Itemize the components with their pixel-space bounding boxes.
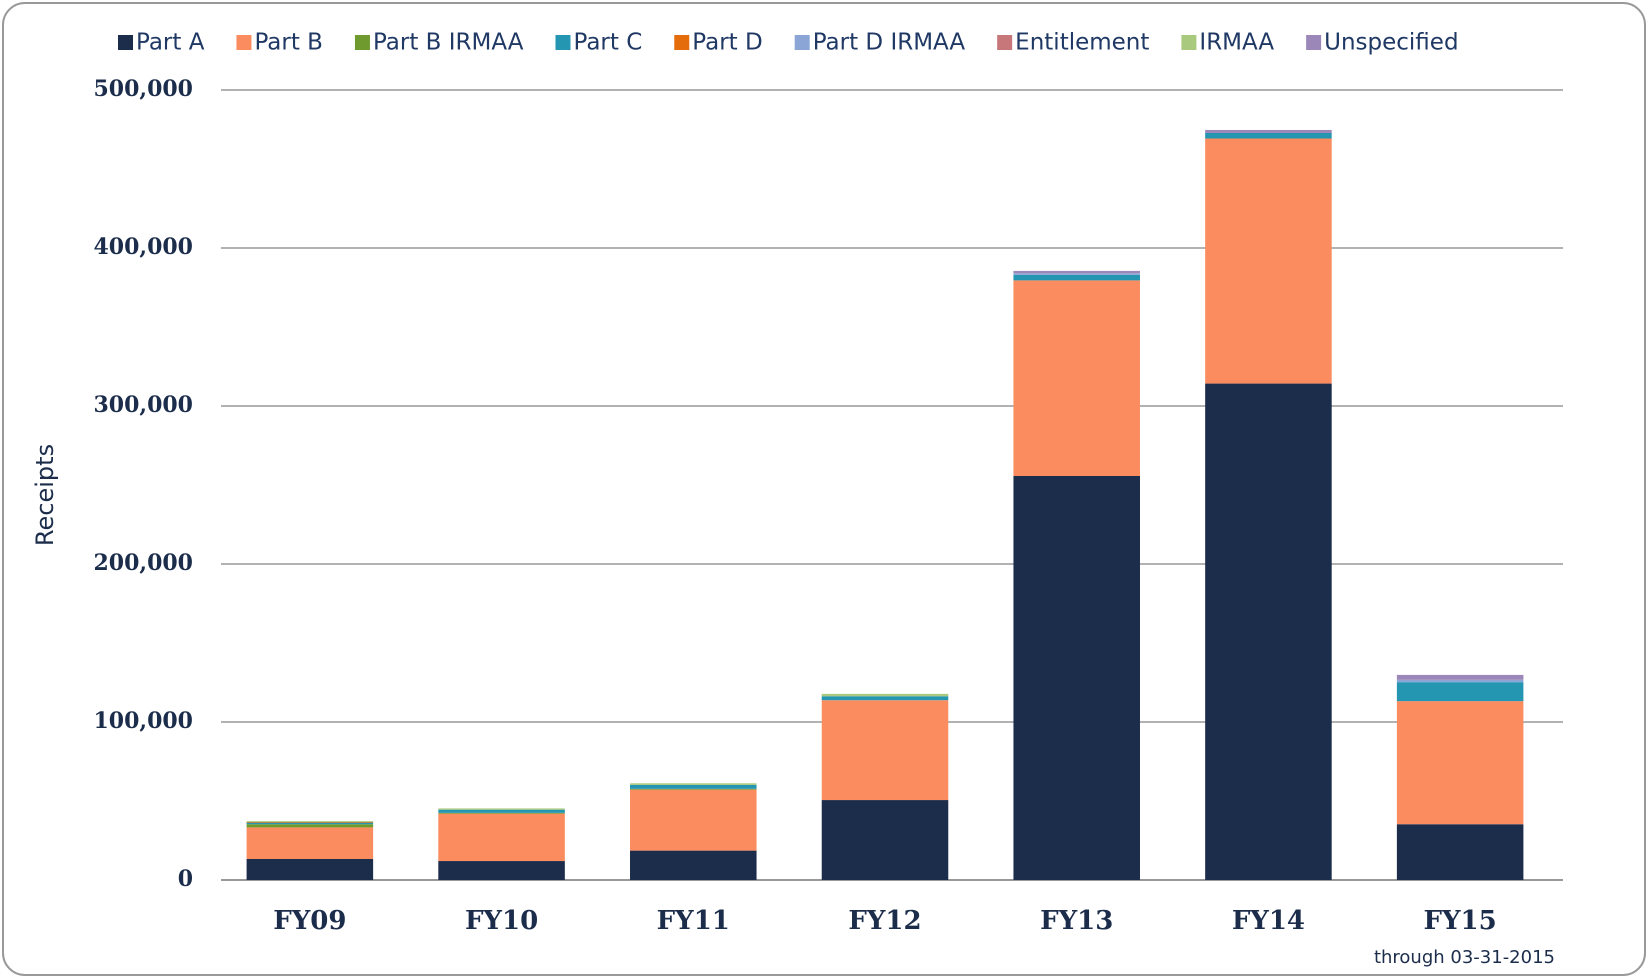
- legend-label: IRMAA: [1199, 30, 1274, 56]
- x-tick-label: FY13: [1040, 906, 1113, 936]
- bar-segment: [630, 783, 757, 785]
- legend-swatch: [674, 35, 690, 50]
- bar-segment: [1396, 674, 1524, 680]
- y-tick-label: 100,000: [93, 708, 193, 734]
- legend-label: Part C: [573, 30, 642, 56]
- x-tick-label: FY11: [657, 906, 730, 936]
- bar-segment: [1013, 280, 1140, 476]
- legend-swatch: [1306, 35, 1322, 50]
- legend-label: Entitlement: [1015, 30, 1149, 56]
- legend-swatch: [794, 35, 810, 50]
- bar-segment: [1205, 383, 1332, 880]
- bar-segment: [438, 861, 565, 880]
- bar-segment: [438, 812, 565, 814]
- bar-segment: [246, 827, 374, 859]
- bar-segment: [630, 788, 757, 790]
- legend-label: Part D: [692, 30, 762, 56]
- legend-swatch: [236, 35, 252, 50]
- x-tick-label: FY12: [848, 906, 921, 936]
- bar-segment: [438, 809, 565, 813]
- y-axis-label: Receipts: [31, 444, 59, 546]
- bar-segment: [1205, 138, 1332, 384]
- bar-segment: [630, 789, 757, 851]
- bar-segment: [438, 813, 565, 862]
- legend-swatch: [354, 35, 370, 50]
- y-tick-label: 500,000: [93, 76, 193, 102]
- bar-segment: [246, 821, 374, 823]
- y-tick-label: 400,000: [93, 234, 193, 260]
- x-tick-label: FY14: [1232, 906, 1305, 936]
- y-tick-label: 0: [178, 866, 193, 892]
- bar-segment: [1396, 701, 1524, 825]
- legend-label: Part D IRMAA: [813, 30, 966, 56]
- bar-segment: [630, 784, 757, 789]
- legend-label: Part B: [254, 30, 323, 56]
- bar-segment: [1205, 132, 1332, 139]
- bar-segment: [821, 700, 949, 801]
- legend-label: Unspecified: [1324, 30, 1458, 56]
- bar-segment: [821, 696, 949, 701]
- legend-swatch: [555, 35, 571, 50]
- annotation: through 03-31-2015: [1374, 947, 1555, 968]
- bar-segment: [630, 850, 757, 880]
- legend-label: Part B IRMAA: [373, 30, 524, 56]
- legend-swatch: [1181, 35, 1197, 50]
- bar-segment: [821, 800, 949, 880]
- bar-segment: [246, 822, 374, 825]
- x-tick-label: FY10: [465, 906, 538, 936]
- y-tick-label: 200,000: [93, 550, 193, 576]
- bar-segment: [246, 858, 374, 880]
- bar-segment: [1396, 824, 1524, 880]
- bar-segment: [1396, 679, 1524, 683]
- bar-segment: [246, 824, 374, 828]
- bar-segment: [1396, 682, 1524, 702]
- bar-segment: [1205, 129, 1332, 133]
- bar-segment: [438, 808, 565, 810]
- bar-segment: [1013, 273, 1140, 275]
- bar-segment: [1013, 274, 1140, 281]
- legend-swatch: [118, 35, 133, 50]
- legend-swatch: [997, 35, 1013, 50]
- legend-label: Part A: [136, 30, 205, 56]
- y-tick-label: 300,000: [93, 392, 193, 418]
- bar-segment: [821, 693, 949, 697]
- x-tick-label: FY15: [1424, 906, 1497, 936]
- x-tick-label: FY09: [273, 906, 346, 936]
- bar-segment: [1013, 270, 1140, 274]
- bar-segment: [1013, 475, 1140, 880]
- bar-segment: [246, 821, 374, 822]
